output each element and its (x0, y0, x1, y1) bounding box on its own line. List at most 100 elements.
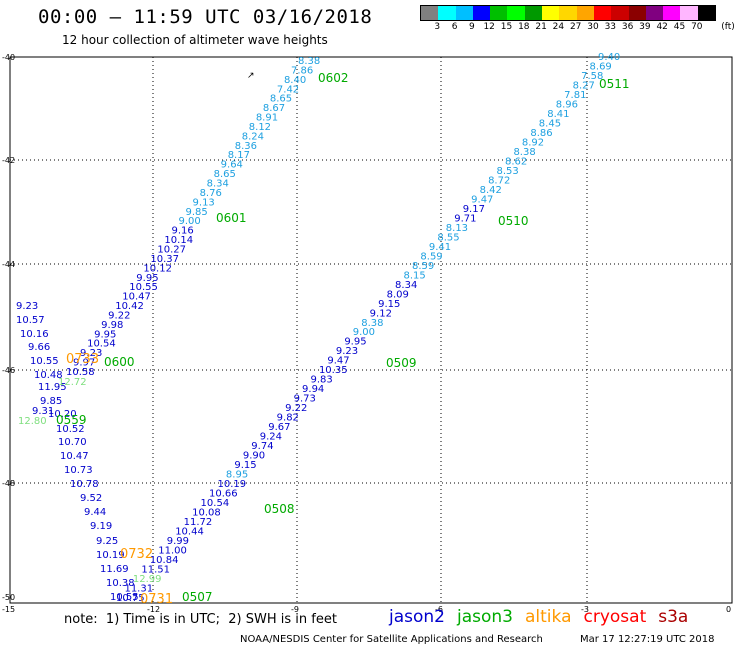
wave-height-value: 9.66 (28, 342, 50, 353)
wave-height-value: 10.54 (201, 498, 230, 509)
color-scale-tick: 9 (469, 22, 475, 32)
wave-height-value: 8.55 (437, 232, 459, 243)
wave-height-value: 7.81 (564, 90, 586, 101)
track-time-label: 0559 (56, 413, 87, 427)
color-swatch (472, 6, 491, 20)
wave-height-value: 9.74 (251, 441, 273, 452)
latitude-label: -42 (2, 156, 15, 165)
wave-height-value: 9.00 (353, 327, 375, 338)
color-swatch (542, 6, 560, 20)
wave-height-value: 10.44 (175, 527, 204, 538)
wave-height-value: 9.95 (344, 337, 366, 348)
wave-height-value: 9.23 (80, 348, 102, 359)
axis-labels: -40 -42 -44 -46 -48 -50 -15 -12 -9 -6 -3 0 (2, 53, 731, 614)
color-scale-tick: 18 (518, 22, 530, 32)
wave-height-value: 10.66 (209, 489, 238, 500)
wave-height-value: 8.91 (256, 113, 278, 124)
wave-height-value: 8.15 (404, 270, 426, 281)
wave-height-value: 8.41 (547, 109, 569, 120)
wave-height-value: 9.98 (101, 320, 123, 331)
wave-height-value: 12.80 (18, 416, 47, 427)
latitude-label: -44 (2, 260, 15, 269)
color-scale-tick: 6 (451, 22, 458, 32)
track-time-label: 0602 (318, 71, 349, 85)
wave-height-value: 8.42 (480, 185, 502, 196)
longitude-label: -9 (291, 605, 299, 614)
color-swatch (490, 6, 508, 20)
wave-height-value: 8.76 (200, 188, 222, 199)
wave-height-value: 8.45 (539, 118, 561, 129)
wave-height-value: 9.22 (108, 310, 130, 321)
wave-height-value: 9.47 (327, 356, 349, 367)
color-scale-tick: 70 (691, 22, 703, 32)
wave-height-value: 8.38 (298, 56, 320, 67)
color-scale-tick: 27 (569, 22, 582, 32)
color-swatch (559, 6, 577, 20)
wave-height-value: 8.27 (573, 80, 595, 91)
color-scale-tick: 30 (587, 22, 599, 32)
footer-note: note: 1) Time is in UTC; 2) SWH is in fe… (64, 612, 337, 627)
longitude-label: -6 (435, 605, 443, 614)
wave-height-value: 9.90 (243, 451, 265, 462)
wave-height-value: 9.97 (73, 358, 95, 369)
longitude-label: -3 (581, 605, 589, 614)
wave-height-value: 10.55 (129, 282, 158, 293)
color-swatch (438, 6, 456, 20)
legend-item-cryosat: cryosat (583, 607, 647, 627)
wave-height-value: 10.19 (217, 479, 246, 490)
track-time-label: 0510 (498, 214, 529, 228)
track-time-label: 0508 (264, 502, 295, 516)
color-swatch (680, 6, 698, 20)
color-scale-unit: (ft) (721, 22, 735, 32)
wave-height-value: 9.95 (136, 273, 158, 284)
color-scale-labels: 3 6 9 12 15 18 21 24 27 30 33 36 39 42 45 70 (ft) (420, 22, 740, 34)
track-time-label: 0511 (599, 77, 630, 91)
wave-height-value: 8.59 (420, 251, 442, 262)
legend-item-altika: altika (525, 607, 572, 627)
wave-height-value: 8.17 (228, 150, 250, 161)
map-subtitle: 12 hour collection of altimeter wave hei… (62, 33, 328, 47)
legend-item-jason2: jason2 (389, 607, 445, 627)
wave-height-value: 8.67 (263, 103, 285, 114)
wave-height-value: 10.55 (30, 356, 59, 367)
wave-height-value: 10.73 (64, 465, 93, 476)
wave-height-value: 8.95 (226, 470, 248, 481)
wave-height-value: 9.00 (178, 216, 200, 227)
wave-height-value: 9.15 (234, 460, 256, 471)
wave-height-value: 8.96 (556, 99, 578, 110)
latitude-label: -40 (2, 53, 15, 62)
wave-height-value: 9.15 (378, 299, 400, 310)
color-swatch (628, 6, 646, 20)
wave-height-value: 10.20 (48, 409, 77, 420)
wave-height-value: 7.58 (581, 71, 603, 82)
satellite-tracks: 8.387.868.407.428.658.678.918.128.248.36… (16, 52, 630, 607)
credit-text: NOAA/NESDIS Center for Satellite Applica… (240, 634, 543, 645)
wave-height-value: 9.99 (167, 536, 189, 547)
wave-height-value: 11.31 (124, 584, 153, 595)
wave-height-value: 8.86 (530, 128, 552, 139)
wave-height-value: 9.40 (598, 52, 620, 63)
wave-height-value: 10.84 (150, 555, 179, 566)
color-swatch (455, 6, 473, 20)
track-time-label: 0601 (216, 211, 247, 225)
wave-height-value: 9.19 (90, 521, 112, 532)
wave-height-value: 9.23 (336, 346, 358, 357)
wave-height-value: 10.57 (16, 315, 45, 326)
track-time-label: 0731 (140, 592, 173, 607)
color-scale-tick: 15 (500, 22, 513, 32)
wave-height-value: 9.31 (32, 406, 54, 417)
wave-height-value: 7.86 (291, 65, 313, 76)
track-time-label: 0507 (182, 590, 213, 604)
wave-height-value: 8.72 (488, 175, 510, 186)
wave-height-value: 10.54 (87, 339, 116, 350)
wave-height-value: 11.72 (184, 517, 213, 528)
wave-height-value: 10.47 (122, 292, 151, 303)
wave-height-value: 10.52 (56, 424, 85, 435)
wave-height-value: 11.69 (100, 564, 129, 575)
wave-height-value: 10.47 (60, 451, 89, 462)
wave-height-value: 9.73 (294, 394, 316, 405)
orbit-marker: ↗ (247, 71, 255, 81)
color-scale-bar (420, 5, 717, 21)
longitude-label: -12 (147, 605, 160, 614)
wave-height-value: 9.94 (302, 384, 324, 395)
